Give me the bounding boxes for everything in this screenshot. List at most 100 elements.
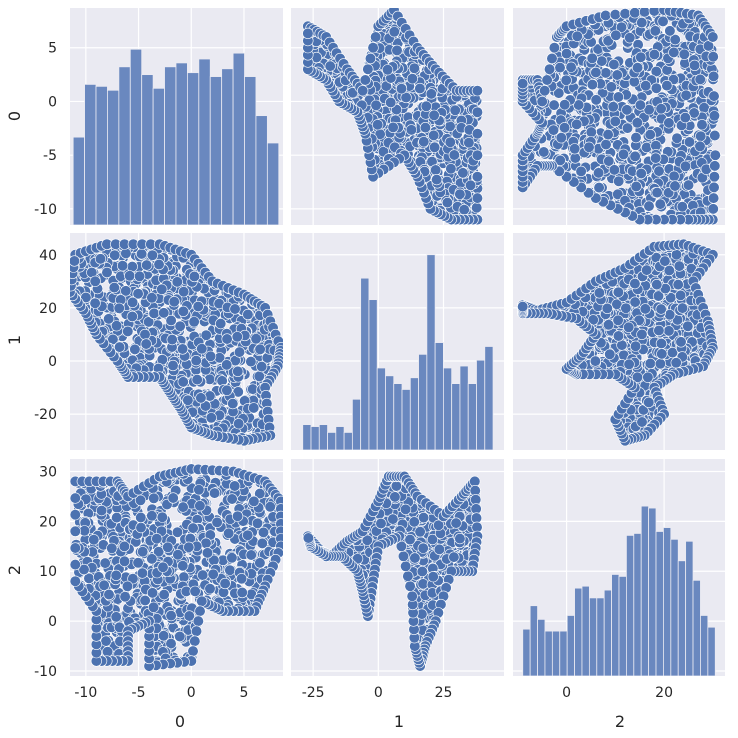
scatter-point <box>372 119 384 131</box>
scatter-point <box>708 171 721 183</box>
scatter-point <box>649 25 661 37</box>
histogram-bar <box>198 58 211 225</box>
scatter-point <box>445 163 457 175</box>
scatter-point <box>583 141 595 153</box>
scatter-point <box>650 82 663 94</box>
scatter-point <box>643 104 655 116</box>
scatter-point <box>362 63 374 75</box>
scatter-point <box>165 314 177 327</box>
scatter-point <box>177 376 189 388</box>
histogram-bar <box>385 375 395 450</box>
scatter-point <box>589 355 602 367</box>
scatter-point <box>668 170 680 182</box>
scatter-point <box>242 308 254 321</box>
histogram-bar <box>118 66 131 225</box>
panel-1-0 <box>291 8 504 225</box>
scatter-point <box>675 336 687 348</box>
scatter-point <box>679 160 692 172</box>
scatter-point <box>548 42 561 54</box>
scatter-point <box>171 276 183 288</box>
scatter-point <box>547 124 560 136</box>
scatter-point <box>590 94 602 106</box>
scatter-point <box>651 187 663 199</box>
histogram-bar <box>443 367 453 450</box>
histogram-bar <box>418 353 428 450</box>
scatter-point <box>623 321 635 333</box>
scatter-point <box>254 557 266 569</box>
histogram-bar <box>376 367 386 450</box>
scatter-point <box>395 83 408 95</box>
scatter-point <box>197 569 209 581</box>
scatter-point <box>678 48 690 60</box>
scatter-point <box>385 96 397 109</box>
scatter-point <box>126 261 138 273</box>
scatter-point <box>688 59 701 72</box>
scatter-point <box>364 52 377 65</box>
scatter-point <box>136 248 148 260</box>
histogram-bar <box>302 424 312 450</box>
scatter-point <box>89 297 101 309</box>
histogram-bar <box>186 72 200 225</box>
histogram-bar <box>368 299 378 450</box>
histogram-bar <box>360 277 370 450</box>
histogram-bar <box>409 377 419 450</box>
scatter-point <box>639 8 651 18</box>
scatter-point <box>702 40 715 52</box>
scatter-point <box>109 249 121 261</box>
scatter-point <box>629 340 642 352</box>
panels-layer <box>70 8 725 676</box>
scatter-point <box>630 180 642 193</box>
scatter-point <box>196 343 208 355</box>
scatter-point <box>387 121 399 133</box>
scatter-point <box>517 301 529 313</box>
scatter-point <box>707 203 719 215</box>
scatter-point <box>191 374 203 386</box>
scatter-point <box>188 270 200 283</box>
scatter-point <box>663 117 675 129</box>
scatter-point <box>134 270 146 282</box>
scatter-point <box>221 359 233 371</box>
scatter-point <box>608 164 621 176</box>
scatter-point <box>126 310 138 323</box>
scatter-point <box>707 70 720 82</box>
scatter-point <box>642 371 654 383</box>
scatter-point <box>655 103 667 115</box>
panel-0-1 <box>70 233 283 450</box>
scatter-point <box>698 102 710 114</box>
scatter-point <box>108 282 120 294</box>
scatter-point <box>233 418 245 430</box>
scatter-point <box>604 348 616 360</box>
scatter-point <box>707 192 720 204</box>
histogram-bar <box>164 66 177 225</box>
scatter-point <box>639 303 651 315</box>
scatter-point <box>664 25 676 37</box>
scatter-point <box>221 333 233 345</box>
scatter-point <box>641 141 653 154</box>
scatter-point <box>682 179 695 191</box>
histogram-bar <box>484 346 494 450</box>
scatter-point <box>670 249 683 261</box>
scatter-point <box>178 571 190 583</box>
histogram-bar <box>310 426 320 450</box>
histogram-bar <box>459 365 469 450</box>
scatter-point <box>612 91 625 103</box>
panel-1-1 <box>291 233 504 450</box>
scatter-point <box>231 331 243 343</box>
scatter-point <box>541 74 553 86</box>
scatter-point <box>629 150 641 162</box>
scatter-point <box>600 67 612 79</box>
scatter-point <box>612 286 625 298</box>
scatter-point <box>256 361 268 373</box>
scatter-point <box>553 87 565 99</box>
scatter-point <box>471 106 484 118</box>
scatter-point <box>659 255 671 267</box>
scatter-point <box>612 188 624 200</box>
scatter-point <box>602 35 614 47</box>
scatter-point <box>596 55 608 67</box>
scatter-point <box>167 359 179 372</box>
scatter-point <box>229 303 241 315</box>
scatter-point <box>370 31 382 43</box>
histogram-bar <box>401 389 411 450</box>
scatter-point <box>651 279 663 291</box>
scatter-point <box>430 164 442 176</box>
